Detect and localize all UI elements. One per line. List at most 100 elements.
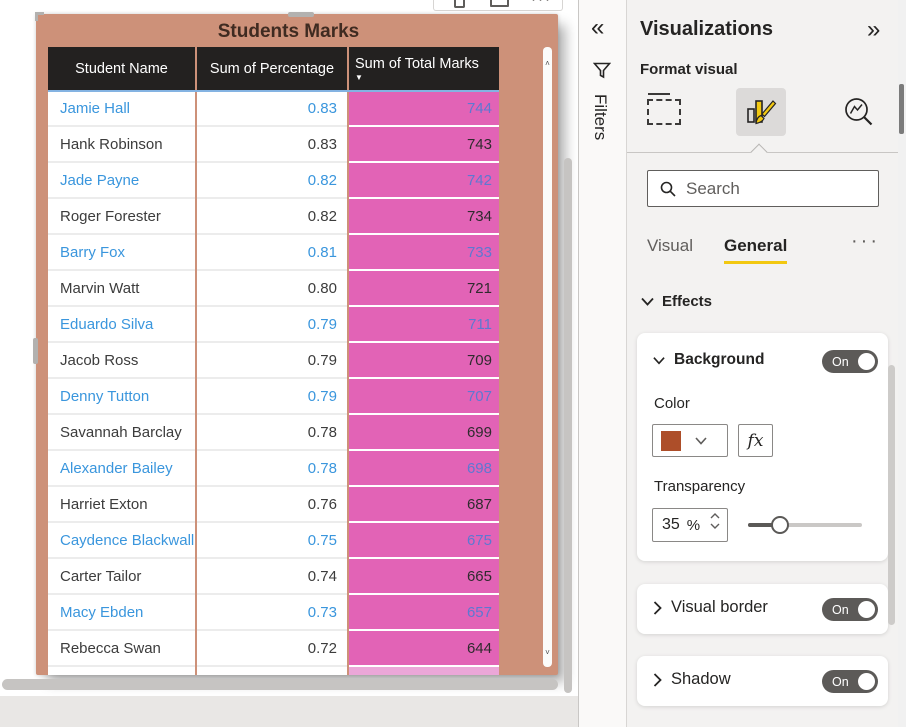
total-marks-bar-cell: 687	[349, 487, 499, 523]
table-row: Denny Tutton 0.79 707	[48, 379, 499, 415]
shadow-card: Shadow On	[637, 656, 888, 706]
funnel-icon[interactable]	[454, 0, 465, 8]
spin-down-icon[interactable]	[710, 523, 720, 529]
student-name-cell[interactable]: Macy Ebden	[48, 595, 195, 631]
table-body: Jamie Hall 0.83 744 Hank Robinson 0.83 743 Jad…	[48, 91, 499, 675]
spin-up-icon[interactable]	[710, 513, 720, 519]
table-row: Hank Robinson 0.83 743	[48, 127, 499, 163]
total-marks-bar-cell: 742	[349, 163, 499, 199]
format-visual-tab-selected[interactable]	[736, 88, 786, 136]
canvas-horizontal-scrollbar[interactable]	[2, 679, 558, 690]
background-card-header[interactable]: Background	[653, 351, 764, 369]
collapse-filters-icon[interactable]: «	[591, 14, 605, 41]
shadow-card-header[interactable]: Shadow	[653, 670, 731, 689]
resize-handle-top-middle[interactable]	[288, 12, 314, 17]
table-row: Carter Tailor 0.74 665	[48, 559, 499, 595]
scroll-up-icon[interactable]: ˄	[545, 59, 550, 68]
transparency-unit: %	[686, 516, 701, 534]
percentage-cell: 0.83	[197, 127, 347, 163]
total-marks-bar-cell: 675	[349, 523, 499, 559]
resize-handle-top-left[interactable]	[35, 12, 44, 21]
window-scrollbar-track[interactable]	[898, 0, 906, 727]
partial-cell	[349, 667, 499, 675]
window-scrollbar-thumb[interactable]	[899, 84, 904, 134]
student-name-cell[interactable]: Jamie Hall	[48, 91, 195, 127]
table-row-partial	[48, 667, 499, 675]
total-marks-bar-cell: 657	[349, 595, 499, 631]
search-box[interactable]	[647, 170, 879, 207]
total-marks-bar-cell: 707	[349, 379, 499, 415]
toggle-knob	[858, 601, 875, 618]
percentage-cell: 0.80	[197, 271, 347, 307]
sort-descending-icon[interactable]: ▼	[355, 73, 363, 82]
build-visual-tab[interactable]	[639, 88, 689, 136]
conditional-formatting-fx-button[interactable]: fx	[738, 424, 773, 457]
percentage-cell: 0.72	[197, 631, 347, 667]
search-input[interactable]	[686, 178, 856, 199]
student-name-cell[interactable]: Eduardo Silva	[48, 307, 195, 343]
more-options-icon[interactable]: ···	[531, 0, 552, 8]
tab-general[interactable]: General	[724, 236, 788, 264]
total-marks-bar-cell: 734	[349, 199, 499, 235]
table-row: Eduardo Silva 0.79 711	[48, 307, 499, 343]
pane-scrollbar[interactable]	[888, 365, 895, 625]
effects-section-header[interactable]: Effects	[641, 293, 712, 310]
canvas-vertical-scrollbar[interactable]	[564, 158, 572, 693]
transparency-slider[interactable]	[748, 516, 862, 534]
toggle-state-label: On	[832, 602, 849, 617]
total-marks-bar-cell: 699	[349, 415, 499, 451]
total-marks-bar-cell: 665	[349, 559, 499, 595]
total-marks-bar-cell: 698	[349, 451, 499, 487]
table-visual[interactable]: Students Marks Student Name Sum of Perce…	[36, 14, 558, 675]
slider-thumb[interactable]	[771, 516, 789, 534]
slider-fill	[748, 523, 781, 527]
percentage-cell: 0.82	[197, 199, 347, 235]
spinner-arrows[interactable]	[710, 513, 720, 529]
student-name-cell[interactable]: Alexander Bailey	[48, 451, 195, 487]
focus-mode-icon[interactable]	[490, 0, 509, 7]
student-name-cell[interactable]: Caydence Blackwall	[48, 523, 195, 559]
visual-border-card-header[interactable]: Visual border	[653, 598, 768, 617]
visual-hover-toolbar[interactable]: ···	[433, 0, 563, 11]
scroll-down-icon[interactable]: ˅	[545, 648, 550, 657]
table-row: Roger Forester 0.82 734	[48, 199, 499, 235]
student-name-cell: Marvin Watt	[48, 271, 195, 307]
filters-pane: « Filters	[579, 0, 626, 727]
toggle-knob	[858, 673, 875, 690]
pane-divider	[578, 0, 579, 727]
column-header-percentage[interactable]: Sum of Percentage	[197, 47, 347, 91]
shadow-toggle[interactable]: On	[822, 670, 878, 693]
table-row: Jade Payne 0.82 742	[48, 163, 499, 199]
table-row: Savannah Barclay 0.78 699	[48, 415, 499, 451]
color-dropdown[interactable]	[652, 424, 728, 457]
visual-border-toggle[interactable]: On	[822, 598, 878, 621]
background-label: Background	[674, 351, 765, 368]
table-scrollbar[interactable]: ˄ ˅	[543, 47, 552, 667]
search-icon	[660, 181, 676, 197]
student-name-cell[interactable]: Barry Fox	[48, 235, 195, 271]
expand-pane-icon[interactable]: »	[867, 16, 881, 43]
transparency-input[interactable]: 35 %	[652, 508, 728, 542]
table-row: Jamie Hall 0.83 744	[48, 91, 499, 127]
filters-pane-label: Filters	[591, 94, 610, 141]
percentage-cell: 0.82	[197, 163, 347, 199]
analytics-tab[interactable]	[834, 88, 884, 136]
pane-title: Visualizations	[640, 18, 774, 40]
student-name-cell: Harriet Exton	[48, 487, 195, 523]
background-toggle[interactable]: On	[822, 350, 878, 373]
table-row: Alexander Bailey 0.78 698	[48, 451, 499, 487]
percentage-cell: 0.78	[197, 451, 347, 487]
table-header: Student Name Sum of Percentage Sum of To…	[48, 47, 499, 91]
student-name-cell[interactable]: Jade Payne	[48, 163, 195, 199]
table-row: Harriet Exton 0.76 687	[48, 487, 499, 523]
tab-visual[interactable]: Visual	[647, 236, 693, 255]
column-header-student-name[interactable]: Student Name	[48, 47, 195, 91]
table-row: Rebecca Swan 0.72 644	[48, 631, 499, 667]
student-name-cell[interactable]: Denny Tutton	[48, 379, 195, 415]
visualizations-pane: Visualizations » Format visual Visual Ge…	[627, 0, 906, 727]
column-header-total-marks[interactable]: Sum of Total Marks ▼	[349, 47, 499, 91]
percentage-cell: 0.81	[197, 235, 347, 271]
resize-handle-left-middle[interactable]	[33, 338, 38, 364]
column-header-label: Sum of Total Marks	[355, 56, 479, 72]
tabs-more-icon[interactable]: ···	[851, 230, 880, 252]
